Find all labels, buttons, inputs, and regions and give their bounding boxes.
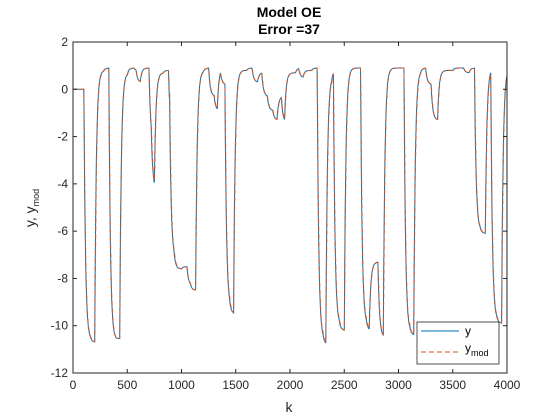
- y-tick-label: -10: [51, 319, 69, 333]
- y-tick-label: -12: [51, 366, 69, 380]
- x-tick-label: 500: [117, 378, 137, 392]
- x-tick-label: 3000: [385, 378, 412, 392]
- y-axis-label: y, ymod: [22, 189, 41, 227]
- series-ymod-path: [73, 67, 508, 343]
- legend-label-ymod-main: y: [465, 341, 471, 355]
- chart-subtitle: Error =37: [258, 21, 320, 37]
- plot-area: [73, 42, 507, 373]
- y-tick-label: -2: [57, 130, 68, 144]
- x-tick-label: 1500: [222, 378, 249, 392]
- x-tick-label: 0: [70, 378, 77, 392]
- series-ymod-line: [73, 67, 508, 343]
- y-tick-label: -4: [57, 177, 68, 191]
- x-tick-label: 4000: [494, 378, 521, 392]
- x-axis-label: k: [286, 399, 294, 415]
- x-tick-label: 2000: [277, 378, 304, 392]
- y-axis-label-main: y, y: [22, 206, 38, 227]
- y-tick-label: -8: [57, 271, 68, 285]
- y-axis-label-subscript: mod: [31, 189, 41, 207]
- x-tick-label: 1000: [168, 378, 195, 392]
- y-tick-label: 0: [61, 82, 68, 96]
- legend-box: [416, 321, 500, 365]
- y-axis: -12 -10 -8 -6 -4 -2 0 2: [51, 35, 507, 380]
- y-tick-label: 2: [61, 35, 68, 49]
- y-tick-label: -6: [57, 224, 68, 238]
- chart-title: Model OE: [257, 4, 322, 20]
- x-tick-label: 2500: [331, 378, 358, 392]
- legend-label-ymod-sub: mod: [471, 348, 489, 358]
- x-axis: 0 500 1000 1500 2000 2500 3000 3500 4000: [70, 42, 521, 392]
- legend: y ymod: [416, 321, 500, 365]
- legend-label-y: y: [465, 324, 471, 338]
- legend-label-ymod: ymod: [465, 341, 489, 358]
- x-tick-label: 3500: [439, 378, 466, 392]
